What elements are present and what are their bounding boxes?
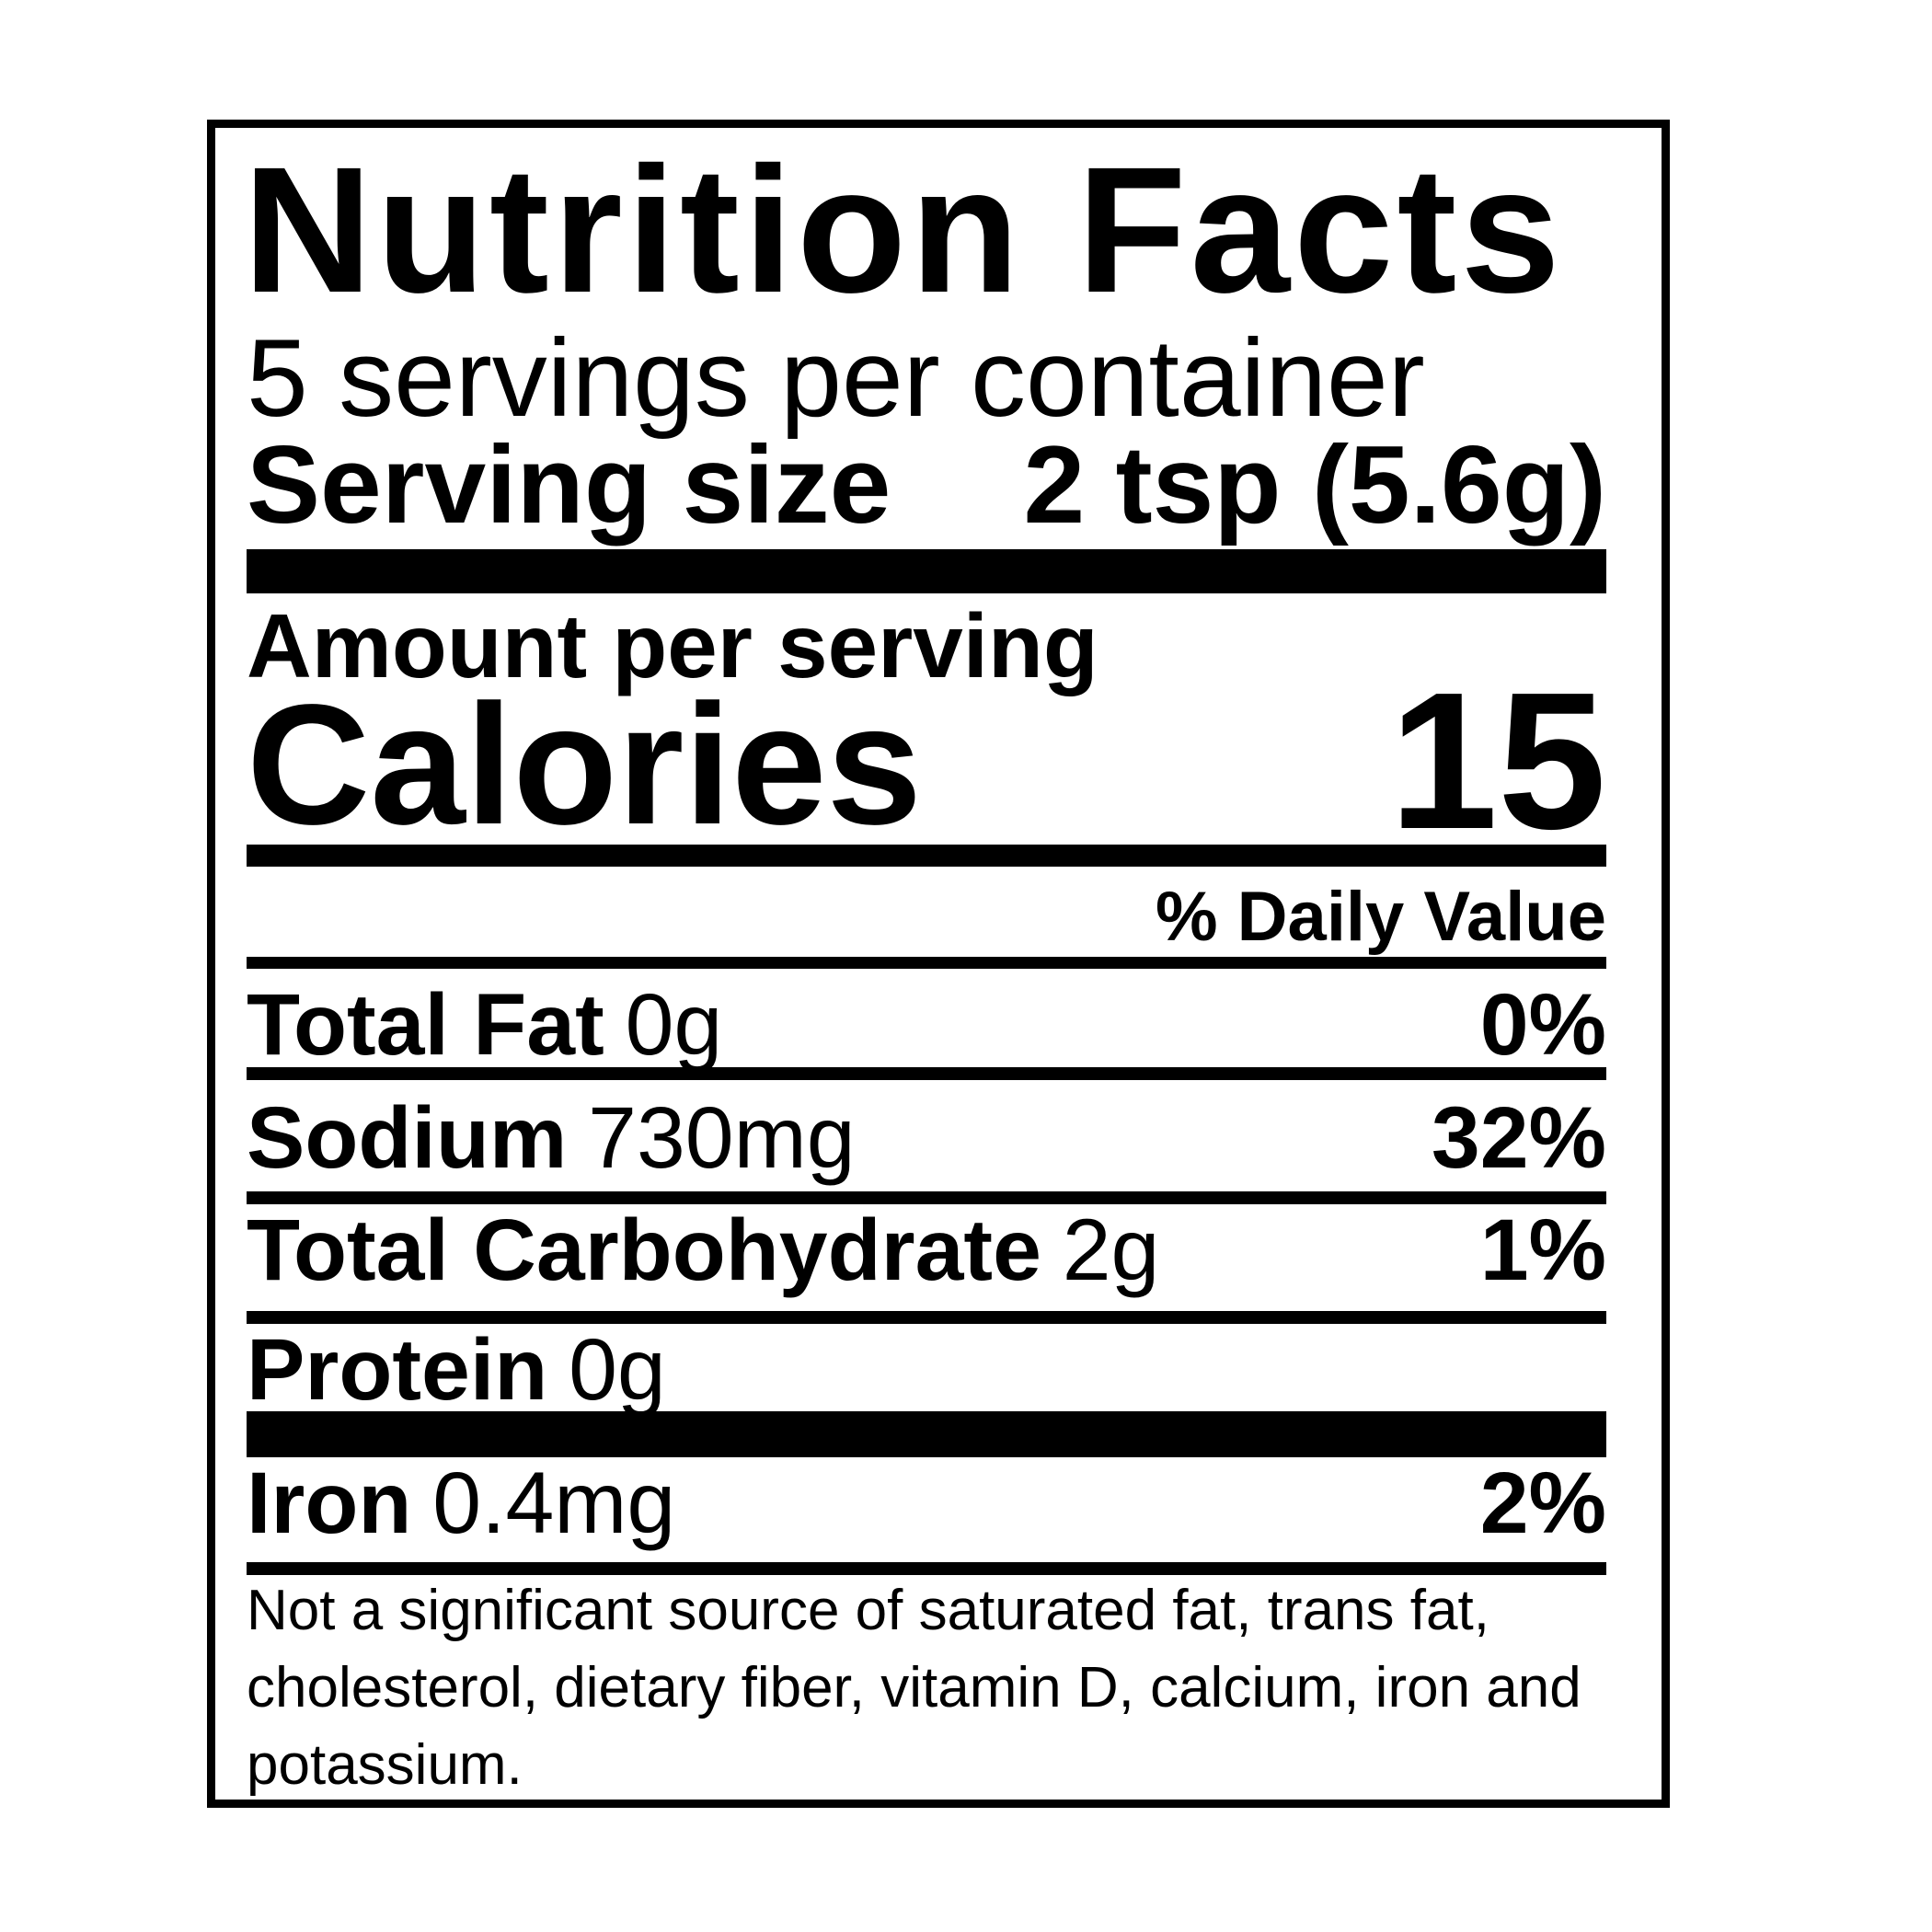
nutrient-name-amount: Iron 0.4mg [247, 1460, 675, 1547]
nutrient-daily-value: 2% [1479, 1455, 1606, 1552]
footnote: Not a significant source of saturated fa… [247, 1572, 1617, 1804]
thick-divider-top [247, 549, 1606, 593]
row-divider [247, 1067, 1606, 1080]
nutrient-name-amount: Total Fat 0g [247, 982, 722, 1069]
nutrient-row-total-fat: Total Fat 0g 0% [247, 982, 1606, 1069]
nutrient-name: Total Fat [247, 976, 604, 1074]
divider-above-total-fat [247, 957, 1606, 969]
percent-daily-value-header: % Daily Value [1155, 878, 1606, 956]
row-divider [247, 1311, 1606, 1324]
nutrient-amount: 0.4mg [432, 1455, 676, 1552]
serving-size-label: Serving size [247, 423, 891, 546]
nutrition-facts-title: Nutrition Facts [243, 130, 1564, 330]
nutrient-amount: 0g [625, 976, 723, 1074]
nutrient-name: Sodium [247, 1089, 568, 1187]
nutrient-row-iron: Iron 0.4mg 2% [247, 1460, 1606, 1547]
nutrient-daily-value: 1% [1479, 1202, 1606, 1299]
amount-per-serving-label: Amount per serving [247, 595, 1098, 696]
medium-divider-calories [247, 845, 1606, 867]
serving-size-value: 2 tsp (5.6g) [1023, 423, 1606, 546]
nutrient-daily-value: 32% [1431, 1089, 1606, 1187]
nutrient-name: Total Carbohydrate [247, 1202, 1041, 1299]
calories-value: 15 [1389, 651, 1606, 869]
nutrient-name-amount: Protein 0g [247, 1327, 666, 1414]
nutrition-facts-label: Nutrition Facts 5 servings per container… [207, 120, 1670, 1808]
calories-label: Calories [247, 670, 923, 860]
nutrient-row-sodium: Sodium 730mg 32% [247, 1095, 1606, 1182]
servings-per-container: 5 servings per container [247, 316, 1425, 440]
nutrient-name: Protein [247, 1321, 548, 1419]
thick-divider-bottom [247, 1411, 1606, 1457]
footnote-line: cholesterol, dietary fiber, vitamin D, c… [247, 1656, 1581, 1719]
nutrient-row-protein: Protein 0g [247, 1327, 1606, 1414]
nutrient-amount: 730mg [588, 1089, 856, 1187]
footnote-line: Not a significant source of saturated fa… [247, 1579, 1489, 1642]
divider-above-footnote [247, 1562, 1606, 1575]
nutrient-amount: 2g [1062, 1202, 1160, 1299]
nutrient-name-amount: Total Carbohydrate 2g [247, 1207, 1159, 1294]
nutrient-row-total-carbohydrate: Total Carbohydrate 2g 1% [247, 1207, 1606, 1294]
nutrient-name-amount: Sodium 730mg [247, 1095, 856, 1182]
serving-size-row: Serving size 2 tsp (5.6g) [247, 430, 1606, 540]
row-divider [247, 1191, 1606, 1204]
nutrient-amount: 0g [569, 1321, 666, 1419]
footnote-line: potassium. [247, 1733, 523, 1797]
nutrient-name: Iron [247, 1455, 412, 1552]
nutrient-daily-value: 0% [1479, 976, 1606, 1074]
